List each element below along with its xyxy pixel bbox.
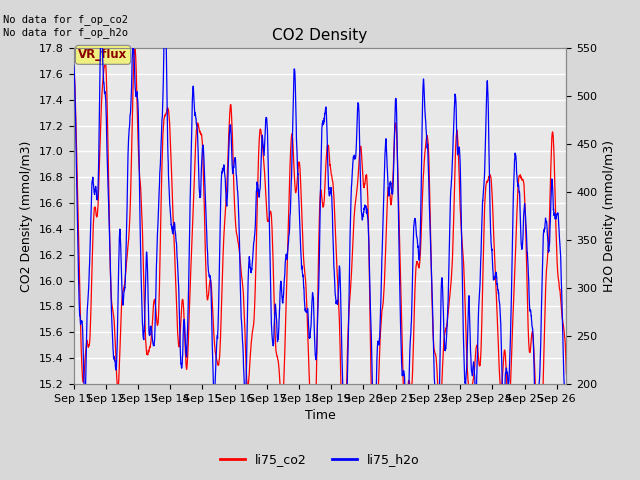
- Text: VR_flux: VR_flux: [79, 48, 128, 61]
- Title: CO2 Density: CO2 Density: [273, 28, 367, 43]
- X-axis label: Time: Time: [305, 409, 335, 422]
- Legend: li75_co2, li75_h2o: li75_co2, li75_h2o: [215, 448, 425, 471]
- Text: No data for f_op_co2
No data for f_op_h2o: No data for f_op_co2 No data for f_op_h2…: [3, 14, 128, 38]
- Y-axis label: H2O Density (mmol/m3): H2O Density (mmol/m3): [603, 140, 616, 292]
- Y-axis label: CO2 Density (mmol/m3): CO2 Density (mmol/m3): [20, 140, 33, 292]
